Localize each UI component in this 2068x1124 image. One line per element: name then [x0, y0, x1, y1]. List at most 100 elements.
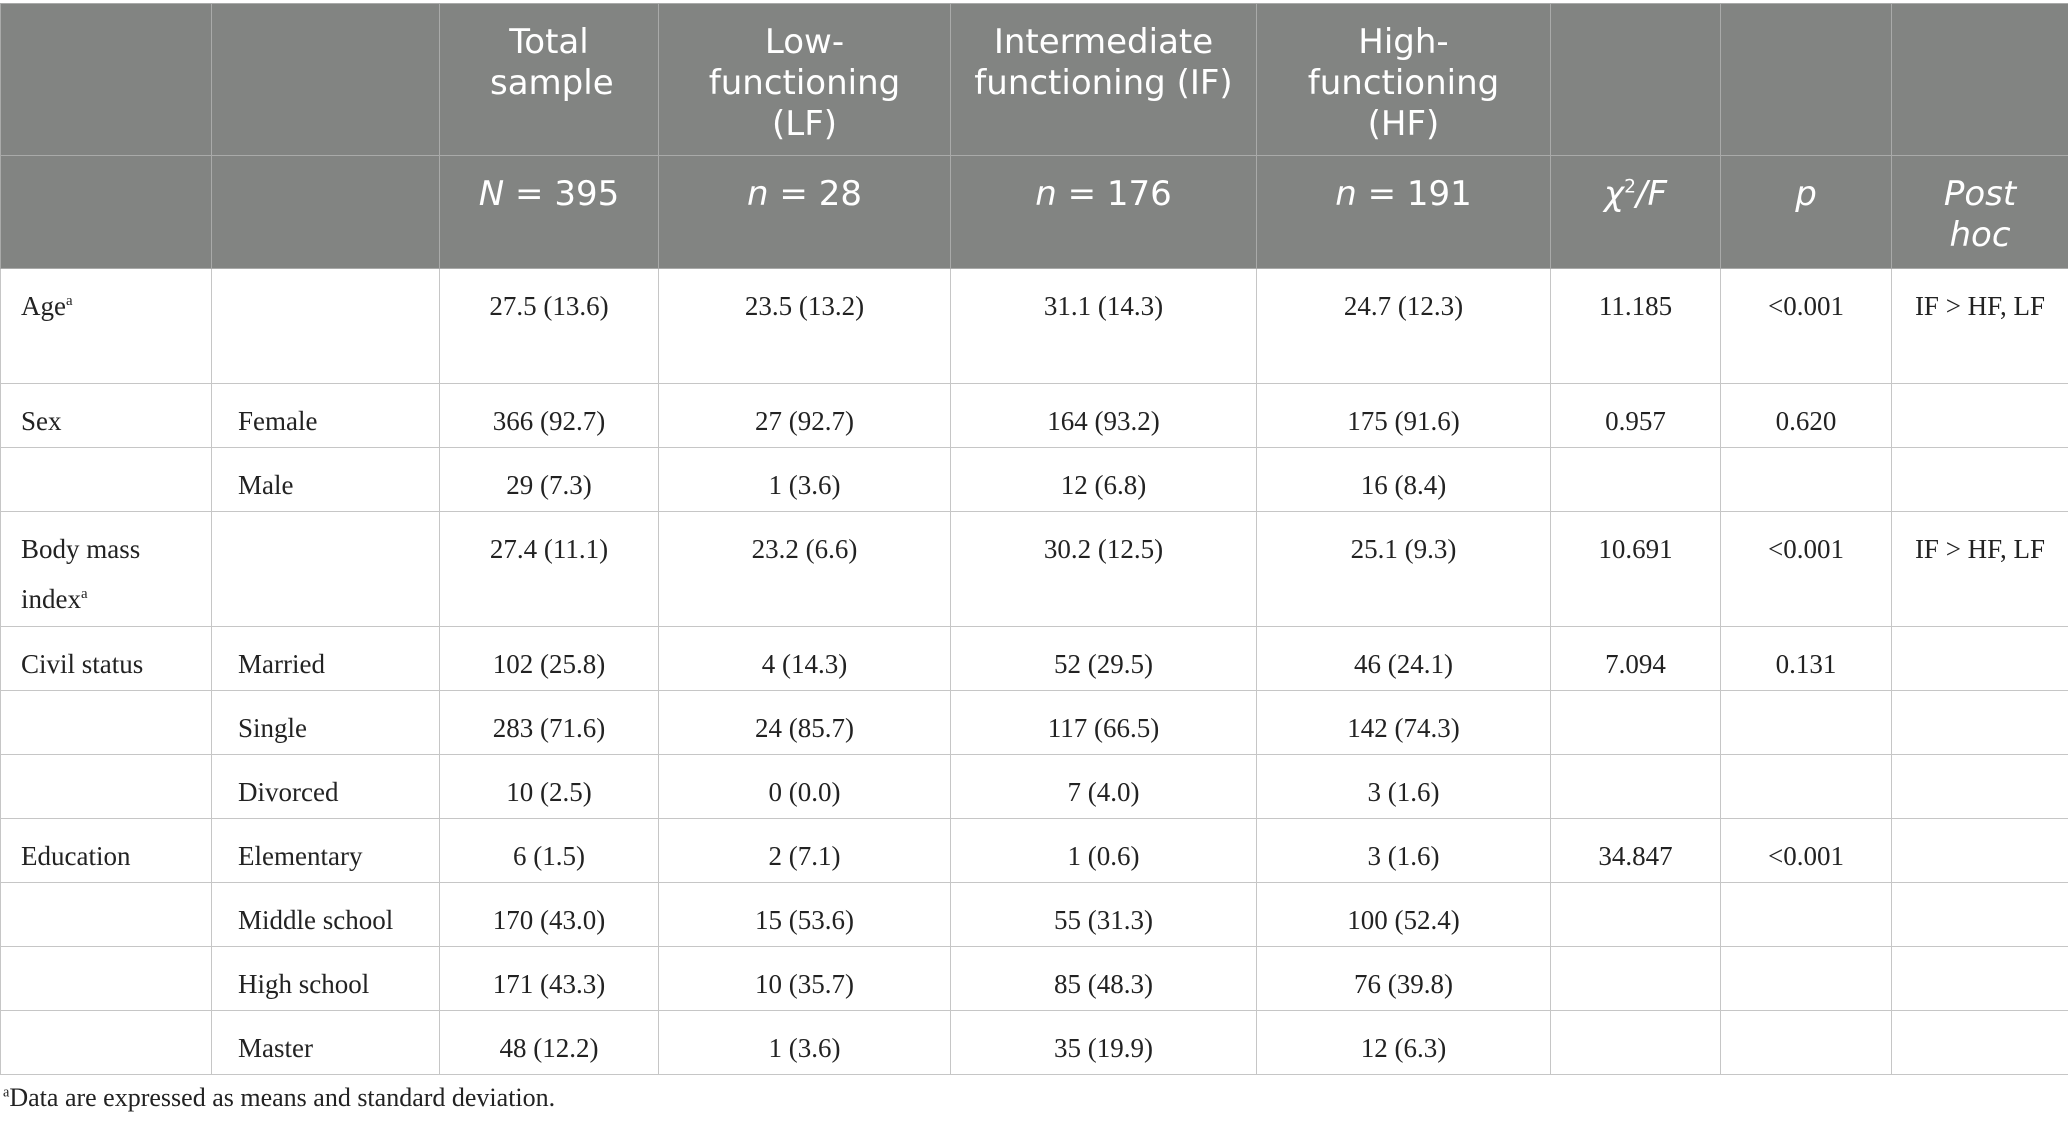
cell-p: [1720, 447, 1892, 512]
header-blank-variable: [0, 3, 212, 156]
cell-hf: 24.7 (12.3): [1256, 268, 1551, 384]
cell-stat: [1550, 447, 1721, 512]
cell-if: 52 (29.5): [950, 626, 1257, 691]
cell-category: Female: [211, 383, 440, 448]
cell-hf: 16 (8.4): [1256, 447, 1551, 512]
cell-variable: Sex: [0, 383, 212, 448]
cell-category: Married: [211, 626, 440, 691]
cell-variable: Civil status: [0, 626, 212, 691]
cell-variable: Body mass indexa: [0, 511, 212, 627]
cell-if: 30.2 (12.5): [950, 511, 1257, 627]
cell-posthoc: [1891, 626, 2068, 691]
header-blank-category: [211, 3, 440, 156]
header-row-groups: Total sample Low-functioning (LF) Interm…: [0, 3, 2068, 156]
cell-if: 1 (0.6): [950, 818, 1257, 883]
table-row: High school 171 (43.3) 10 (35.7) 85 (48.3) 7…: [0, 946, 2068, 1011]
cell-p: 0.131: [1720, 626, 1892, 691]
cell-stat: [1550, 754, 1721, 819]
cell-lf: 0 (0.0): [658, 754, 951, 819]
header-blank-stat: [1550, 3, 1721, 156]
cell-lf: 24 (85.7): [658, 690, 951, 755]
table-row: Master 48 (12.2) 1 (3.6) 35 (19.9) 12 (6.3): [0, 1010, 2068, 1075]
header-chi-square-f: χ2/F: [1550, 155, 1721, 269]
cell-stat: 34.847: [1550, 818, 1721, 883]
cell-total: 29 (7.3): [439, 447, 659, 512]
header-total-sample: Total sample: [439, 3, 659, 156]
cell-stat: 10.691: [1550, 511, 1721, 627]
cell-total: 48 (12.2): [439, 1010, 659, 1075]
cell-p: [1720, 882, 1892, 947]
header-high-functioning: High-functioning (HF): [1256, 3, 1551, 156]
cell-posthoc: [1891, 754, 2068, 819]
cell-variable: Agea: [0, 268, 212, 384]
cell-hf: 46 (24.1): [1256, 626, 1551, 691]
cell-lf: 1 (3.6): [658, 447, 951, 512]
cell-stat: 11.185: [1550, 268, 1721, 384]
header-p-value: p: [1720, 155, 1892, 269]
cell-posthoc: [1891, 690, 2068, 755]
cell-lf: 1 (3.6): [658, 1010, 951, 1075]
table-body: Agea 27.5 (13.6) 23.5 (13.2) 31.1 (14.3) 24.…: [0, 268, 2068, 1075]
header-blank-p: [1720, 3, 1892, 156]
cell-variable: Education: [0, 818, 212, 883]
cell-total: 102 (25.8): [439, 626, 659, 691]
cell-stat: [1550, 882, 1721, 947]
cell-lf: 15 (53.6): [658, 882, 951, 947]
cell-if: 35 (19.9): [950, 1010, 1257, 1075]
table-row: Male 29 (7.3) 1 (3.6) 12 (6.8) 16 (8.4): [0, 447, 2068, 512]
header-n-hf: n = 191: [1256, 155, 1551, 269]
cell-hf: 25.1 (9.3): [1256, 511, 1551, 627]
cell-if: 55 (31.3): [950, 882, 1257, 947]
cell-variable: [0, 447, 212, 512]
cell-variable: [0, 754, 212, 819]
cell-if: 31.1 (14.3): [950, 268, 1257, 384]
cell-total: 10 (2.5): [439, 754, 659, 819]
cell-stat: [1550, 690, 1721, 755]
table-row: Civil status Married 102 (25.8) 4 (14.3) 52 …: [0, 626, 2068, 691]
cell-p: <0.001: [1720, 511, 1892, 627]
cell-if: 164 (93.2): [950, 383, 1257, 448]
header2-blank-category: [211, 155, 440, 269]
cell-total: 27.4 (11.1): [439, 511, 659, 627]
cell-variable: [0, 1010, 212, 1075]
cell-category: Single: [211, 690, 440, 755]
header-low-functioning: Low-functioning (LF): [658, 3, 951, 156]
cell-total: 27.5 (13.6): [439, 268, 659, 384]
cell-total: 170 (43.0): [439, 882, 659, 947]
cell-category: Middle school: [211, 882, 440, 947]
cell-p: [1720, 754, 1892, 819]
cell-p: [1720, 1010, 1892, 1075]
cell-stat: 0.957: [1550, 383, 1721, 448]
demographics-table: Total sample Low-functioning (LF) Interm…: [0, 3, 2068, 1075]
cell-hf: 76 (39.8): [1256, 946, 1551, 1011]
header-n-if: n = 176: [950, 155, 1257, 269]
cell-p: 0.620: [1720, 383, 1892, 448]
cell-lf: 10 (35.7): [658, 946, 951, 1011]
cell-stat: [1550, 946, 1721, 1011]
cell-variable: [0, 882, 212, 947]
header-post-hoc: Post hoc: [1891, 155, 2068, 269]
header-n-lf: n = 28: [658, 155, 951, 269]
cell-lf: 27 (92.7): [658, 383, 951, 448]
cell-hf: 142 (74.3): [1256, 690, 1551, 755]
cell-posthoc: IF > HF, LF: [1891, 268, 2068, 384]
cell-category: Elementary: [211, 818, 440, 883]
cell-category: Male: [211, 447, 440, 512]
header-row-sample-sizes: N = 395 n = 28 n = 176 n = 191 χ2/F p Po…: [0, 155, 2068, 269]
cell-stat: 7.094: [1550, 626, 1721, 691]
cell-hf: 100 (52.4): [1256, 882, 1551, 947]
table-row: Divorced 10 (2.5) 0 (0.0) 7 (4.0) 3 (1.6): [0, 754, 2068, 819]
cell-lf: 23.2 (6.6): [658, 511, 951, 627]
cell-posthoc: [1891, 383, 2068, 448]
table-row: Middle school 170 (43.0) 15 (53.6) 55 (31.3…: [0, 882, 2068, 947]
cell-posthoc: [1891, 882, 2068, 947]
header-intermediate-functioning: Intermediate functioning (IF): [950, 3, 1257, 156]
cell-posthoc: [1891, 447, 2068, 512]
header2-blank-variable: [0, 155, 212, 269]
cell-hf: 175 (91.6): [1256, 383, 1551, 448]
table-row: Education Elementary 6 (1.5) 2 (7.1) 1 (0.6)…: [0, 818, 2068, 883]
cell-category: Divorced: [211, 754, 440, 819]
table-row: Single 283 (71.6) 24 (85.7) 117 (66.5) 142 (…: [0, 690, 2068, 755]
cell-if: 12 (6.8): [950, 447, 1257, 512]
table-row: Agea 27.5 (13.6) 23.5 (13.2) 31.1 (14.3) 24.…: [0, 268, 2068, 384]
